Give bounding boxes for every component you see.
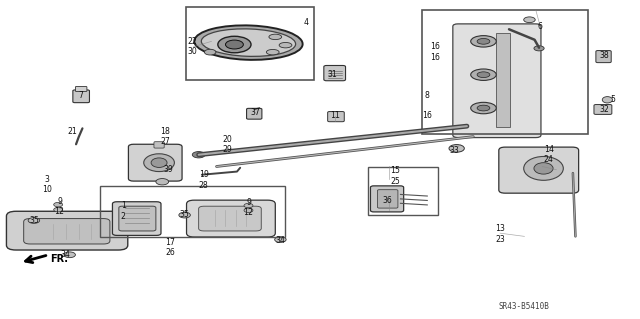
FancyBboxPatch shape	[24, 219, 110, 244]
Circle shape	[54, 202, 63, 207]
Ellipse shape	[202, 29, 296, 56]
Bar	[496, 33, 510, 127]
FancyBboxPatch shape	[76, 86, 87, 92]
Ellipse shape	[195, 26, 303, 60]
Circle shape	[64, 252, 76, 258]
FancyBboxPatch shape	[6, 211, 128, 250]
Ellipse shape	[477, 72, 490, 78]
Circle shape	[534, 46, 544, 51]
Circle shape	[524, 17, 535, 23]
Ellipse shape	[470, 102, 496, 114]
Ellipse shape	[151, 158, 167, 167]
Bar	[368, 167, 438, 215]
Ellipse shape	[470, 69, 496, 80]
Circle shape	[244, 208, 253, 212]
Circle shape	[54, 207, 63, 212]
Text: SR43-B5410B: SR43-B5410B	[499, 302, 550, 311]
Circle shape	[192, 152, 205, 158]
FancyBboxPatch shape	[186, 200, 275, 237]
Text: 38: 38	[599, 51, 609, 60]
Text: 14
24: 14 24	[543, 145, 554, 164]
Text: 37: 37	[250, 108, 260, 117]
Text: 21: 21	[67, 127, 77, 136]
Text: 9
12: 9 12	[54, 197, 65, 216]
Ellipse shape	[477, 39, 490, 44]
Ellipse shape	[470, 36, 496, 47]
FancyBboxPatch shape	[328, 112, 344, 122]
Ellipse shape	[534, 163, 553, 174]
Bar	[186, 7, 314, 80]
Circle shape	[179, 212, 190, 218]
FancyBboxPatch shape	[453, 24, 541, 137]
FancyBboxPatch shape	[129, 144, 182, 181]
Text: 8: 8	[425, 91, 429, 100]
Text: 17
26: 17 26	[165, 238, 175, 257]
FancyBboxPatch shape	[154, 142, 164, 148]
Circle shape	[156, 179, 169, 185]
Bar	[422, 10, 588, 134]
Circle shape	[461, 123, 473, 129]
FancyBboxPatch shape	[594, 105, 612, 115]
Text: 4: 4	[303, 19, 308, 27]
Ellipse shape	[524, 157, 563, 180]
FancyBboxPatch shape	[499, 147, 579, 193]
FancyBboxPatch shape	[324, 65, 346, 81]
Ellipse shape	[269, 34, 282, 40]
Text: 34: 34	[275, 236, 285, 245]
Text: 39: 39	[163, 165, 173, 174]
FancyBboxPatch shape	[596, 50, 611, 63]
Circle shape	[449, 145, 465, 152]
Text: 36: 36	[382, 196, 392, 205]
FancyBboxPatch shape	[73, 90, 90, 103]
Text: 32: 32	[599, 105, 609, 114]
Text: 7: 7	[79, 92, 84, 100]
Text: 9
12: 9 12	[244, 198, 253, 218]
FancyBboxPatch shape	[198, 206, 261, 231]
FancyBboxPatch shape	[378, 190, 398, 208]
Text: 6: 6	[538, 22, 543, 31]
Text: 35: 35	[180, 210, 189, 219]
Ellipse shape	[225, 40, 243, 49]
Text: 33: 33	[449, 146, 459, 155]
Text: 1
2: 1 2	[121, 201, 126, 221]
Circle shape	[28, 218, 40, 223]
Text: 20
29: 20 29	[223, 135, 232, 154]
Text: 19
28: 19 28	[199, 170, 209, 190]
Circle shape	[275, 237, 286, 242]
Text: 18
27: 18 27	[161, 127, 170, 146]
Text: 15
25: 15 25	[390, 166, 400, 186]
Ellipse shape	[279, 42, 292, 48]
Ellipse shape	[602, 97, 612, 103]
Ellipse shape	[144, 154, 174, 172]
Text: 16
16: 16 16	[430, 42, 440, 62]
Text: FR.: FR.	[51, 254, 68, 263]
Circle shape	[204, 49, 216, 55]
Text: 35: 35	[29, 216, 39, 225]
Text: 13
23: 13 23	[495, 225, 505, 244]
Bar	[100, 187, 285, 237]
Text: 16: 16	[422, 111, 432, 120]
Circle shape	[244, 203, 253, 208]
FancyBboxPatch shape	[371, 186, 404, 212]
Ellipse shape	[266, 49, 279, 55]
Text: 31: 31	[328, 70, 338, 79]
Text: 22
30: 22 30	[188, 37, 197, 56]
Text: 3
10: 3 10	[42, 174, 52, 194]
Ellipse shape	[477, 105, 490, 111]
FancyBboxPatch shape	[113, 202, 161, 235]
FancyBboxPatch shape	[246, 108, 262, 119]
Text: 34: 34	[61, 250, 71, 259]
Text: 11: 11	[330, 111, 340, 120]
Text: 5: 5	[610, 95, 615, 104]
Ellipse shape	[218, 36, 251, 53]
FancyBboxPatch shape	[119, 206, 156, 231]
